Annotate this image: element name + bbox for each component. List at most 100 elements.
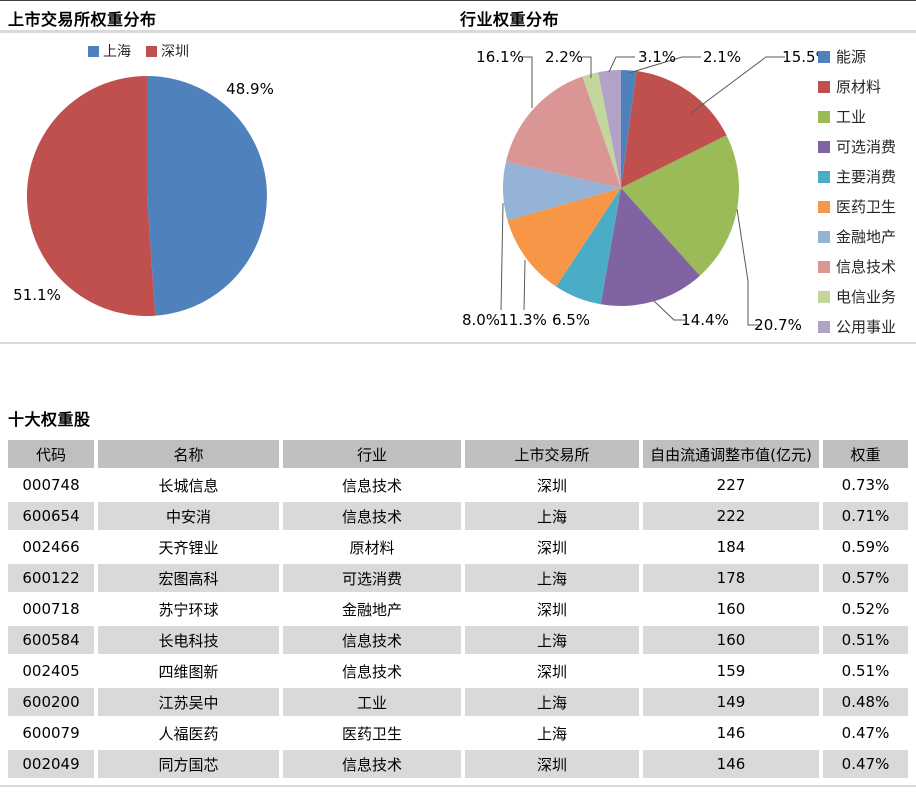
data-label-信息技术: 16.1% (476, 48, 524, 66)
legend-label-上海: 上海 (103, 44, 131, 60)
data-label-上海: 48.9% (226, 80, 274, 98)
pie-slice-公用事业 (598, 70, 621, 188)
table-cell: 上海 (465, 564, 639, 592)
pie-slice-上海 (147, 76, 267, 316)
table-cell: 长城信息 (98, 471, 279, 499)
legend-swatch-电信业务 (818, 291, 830, 303)
legend-swatch-上海 (88, 46, 99, 57)
pie-slice-主要消费 (556, 188, 621, 305)
legend-label-能源: 能源 (836, 48, 866, 66)
table-cell: 信息技术 (283, 502, 461, 530)
data-label-可选消费: 14.4% (681, 311, 729, 329)
table-cell: 0.47% (823, 719, 908, 747)
legend-swatch-深圳 (146, 46, 157, 57)
data-label-深圳: 51.1% (13, 286, 61, 304)
table-cell: 184 (643, 533, 819, 561)
table-cell: 149 (643, 688, 819, 716)
table-cell: 信息技术 (283, 471, 461, 499)
table-cell: 上海 (465, 626, 639, 654)
exchange-pie-chart: 48.9% 51.1% 上海 深圳 (13, 44, 274, 316)
legend-swatch-金融地产 (818, 231, 830, 243)
leader-line-金融地产 (500, 202, 504, 311)
pie-slice-深圳 (26, 76, 156, 316)
table-header-row: 代码 名称 行业 上市交易所 自由流通调整市值(亿元) 权重 (8, 440, 908, 468)
legend-swatch-原材料 (818, 81, 830, 93)
table-row: 600654 中安消 信息技术 上海 222 0.71% (8, 502, 908, 530)
table-cell: 002405 (8, 657, 94, 685)
table-cell: 长电科技 (98, 626, 279, 654)
table-row: 000748 长城信息 信息技术 深圳 227 0.73% (8, 471, 908, 499)
data-label-电信业务: 2.2% (545, 48, 583, 66)
table-cell: 600122 (8, 564, 94, 592)
table-cell: 146 (643, 719, 819, 747)
table-cell: 000718 (8, 595, 94, 623)
industry-pie-chart: 2.1% 15.5% 20.7% 14.4% 6.5% 11.3%8.0% 16.1% 2.2… (462, 48, 896, 336)
legend-label-公用事业: 公用事业 (836, 318, 896, 336)
charts-section: 48.9% 51.1% 上海 深圳 2.1% 15.5% 20.7% 14.4% 6.5% 11… (0, 33, 916, 342)
legend-swatch-医药卫生 (818, 201, 830, 213)
table-cell: 医药卫生 (283, 719, 461, 747)
leader-line-电信业务 (582, 56, 592, 78)
pie-slice-医药卫生 (507, 188, 621, 287)
table-cell: 原材料 (283, 533, 461, 561)
leader-line-能源 (628, 56, 701, 74)
legend-swatch-可选消费 (818, 141, 830, 153)
data-label-金融地产: 8.0% (462, 311, 500, 329)
table-cell: 上海 (465, 502, 639, 530)
table-cell: 四维图新 (98, 657, 279, 685)
leader-line-医药卫生 (523, 259, 526, 311)
pie-slice-工业 (621, 135, 739, 276)
column-header: 代码 (8, 440, 94, 468)
table-row: 600122 宏图高科 可选消费 上海 178 0.57% (8, 564, 908, 592)
divider-bottom (0, 785, 916, 787)
data-label-原材料: 15.5% (782, 48, 830, 66)
table-cell: 深圳 (465, 657, 639, 685)
table-cell: 000748 (8, 471, 94, 499)
chart-title-exchange: 上市交易所权重分布 (8, 10, 157, 29)
chart-title-industry: 行业权重分布 (460, 10, 560, 29)
legend-swatch-工业 (818, 111, 830, 123)
legend-label-信息技术: 信息技术 (836, 258, 896, 276)
table-row: 002466 天齐锂业 原材料 深圳 184 0.59% (8, 533, 908, 561)
table-cell: 002049 (8, 750, 94, 778)
table-cell: 金融地产 (283, 595, 461, 623)
table-cell: 深圳 (465, 471, 639, 499)
table-cell: 0.51% (823, 657, 908, 685)
table-title: 十大权重股 (8, 410, 91, 429)
table-row: 002405 四维图新 信息技术 深圳 159 0.51% (8, 657, 908, 685)
legend-swatch-公用事业 (818, 321, 830, 333)
table-cell: 0.47% (823, 750, 908, 778)
data-label-主要消费: 6.5% (552, 311, 590, 329)
table-cell: 苏宁环球 (98, 595, 279, 623)
table-cell: 深圳 (465, 750, 639, 778)
table-cell: 0.52% (823, 595, 908, 623)
legend-label-金融地产: 金融地产 (836, 228, 896, 246)
table-cell: 227 (643, 471, 819, 499)
table-cell: 同方国芯 (98, 750, 279, 778)
divider-middle (0, 342, 916, 344)
table-row: 000718 苏宁环球 金融地产 深圳 160 0.52% (8, 595, 908, 623)
table-section: 十大权重股 代码 名称 行业 上市交易所 自由流通调整市值(亿元) 权重 000748 长城… (0, 406, 916, 781)
data-label-医药卫生: 11.3% (499, 311, 547, 329)
divider-under-titles (0, 30, 916, 33)
table-cell: 宏图高科 (98, 564, 279, 592)
table-cell: 上海 (465, 688, 639, 716)
legend-label-工业: 工业 (836, 108, 866, 126)
table-cell: 天齐锂业 (98, 533, 279, 561)
table-row: 002049 同方国芯 信息技术 深圳 146 0.47% (8, 750, 908, 778)
table-cell: 0.59% (823, 533, 908, 561)
column-header: 行业 (283, 440, 461, 468)
top-border (0, 0, 916, 1)
table-cell: 信息技术 (283, 657, 461, 685)
table-cell: 0.57% (823, 564, 908, 592)
table-cell: 上海 (465, 719, 639, 747)
table-cell: 可选消费 (283, 564, 461, 592)
table-row: 600584 长电科技 信息技术 上海 160 0.51% (8, 626, 908, 654)
leader-line-原材料 (690, 56, 785, 114)
leader-line-公用事业 (608, 56, 635, 73)
table-row: 600079 人福医药 医药卫生 上海 146 0.47% (8, 719, 908, 747)
pie-slice-原材料 (621, 71, 727, 188)
table-cell: 222 (643, 502, 819, 530)
pie-slice-能源 (621, 70, 637, 188)
legend-label-深圳: 深圳 (161, 44, 189, 60)
